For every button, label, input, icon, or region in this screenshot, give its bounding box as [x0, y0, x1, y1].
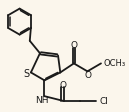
Text: O: O — [59, 80, 66, 89]
Text: O: O — [84, 70, 91, 79]
Text: Cl: Cl — [99, 96, 108, 105]
Text: O: O — [70, 41, 77, 50]
Text: S: S — [23, 68, 29, 78]
Text: NH: NH — [35, 95, 49, 104]
Text: OCH₃: OCH₃ — [104, 59, 126, 68]
